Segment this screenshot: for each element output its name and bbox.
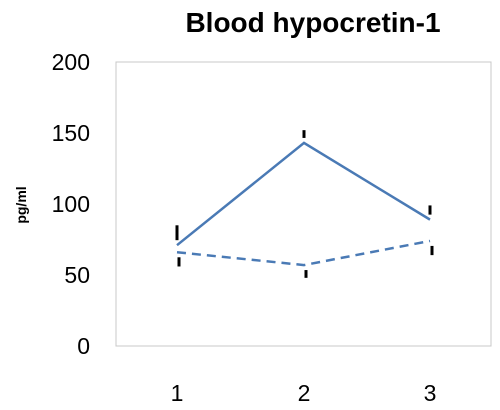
y-tick-label: 50 <box>64 262 90 288</box>
y-tick-labels: 0 50 100 150 200 <box>52 49 90 359</box>
x-tick-labels: 1 2 3 <box>171 380 437 406</box>
y-tick-label: 200 <box>52 49 90 75</box>
error-bars <box>175 130 434 278</box>
series-layer <box>176 141 431 267</box>
x-tick-label: 2 <box>298 380 311 406</box>
y-tick-label: 0 <box>77 333 90 359</box>
y-tick-label: 100 <box>52 191 90 217</box>
y-axis-label: pg/ml <box>13 186 29 223</box>
x-tick-label: 1 <box>171 380 184 406</box>
x-tick-label: 3 <box>424 380 437 406</box>
y-tick-label: 150 <box>52 120 90 146</box>
plot-area <box>115 61 492 347</box>
series-line-dashed <box>176 239 431 267</box>
chart-title: Blood hypocretin-1 <box>185 7 440 38</box>
series-line-solid <box>176 141 431 247</box>
